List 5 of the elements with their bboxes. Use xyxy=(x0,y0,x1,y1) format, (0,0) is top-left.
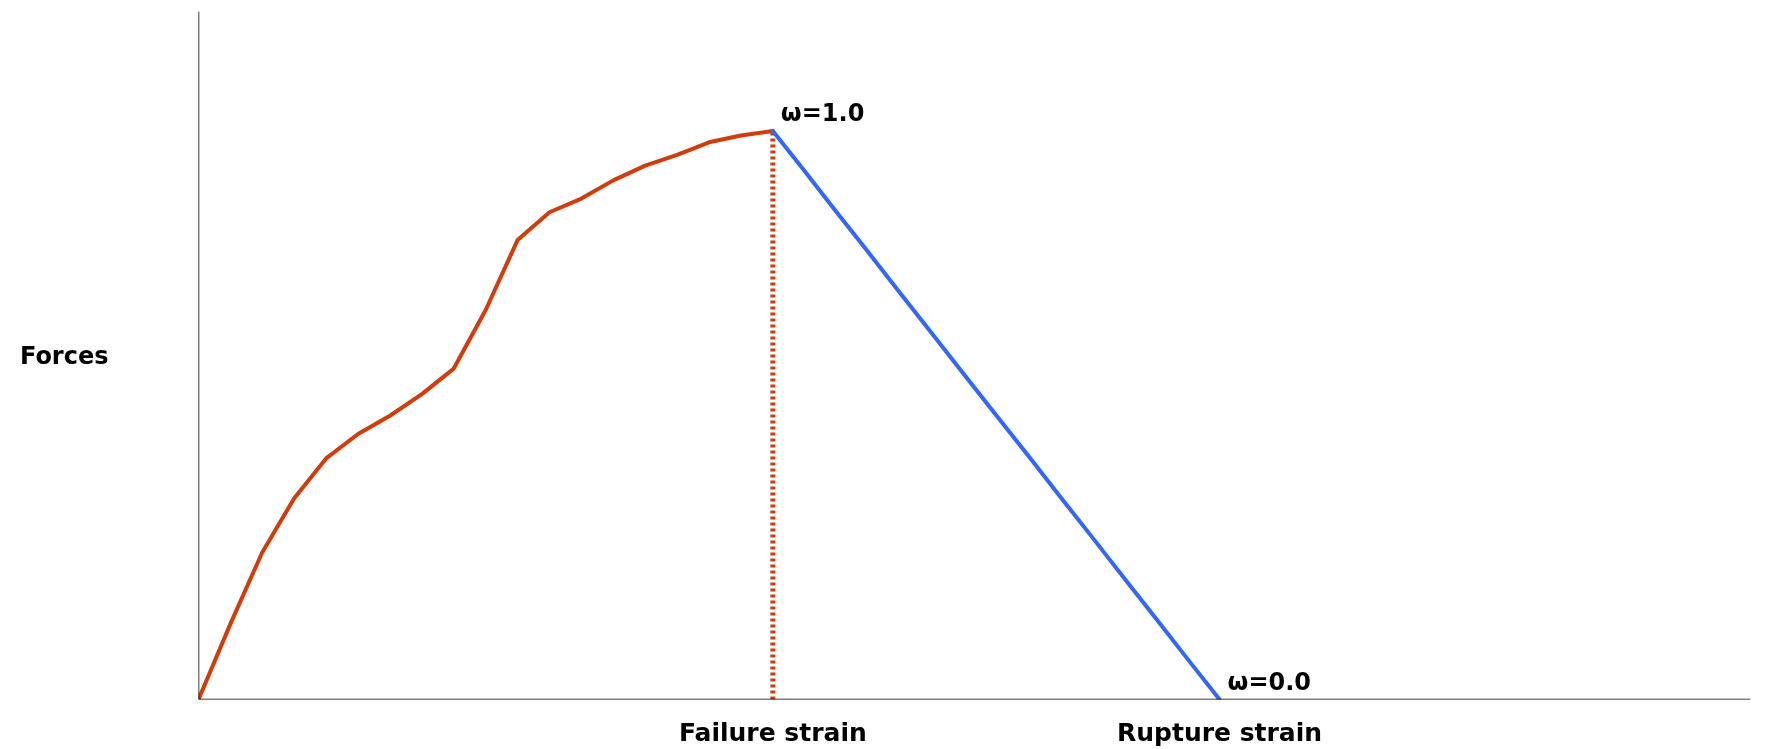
x-tick-label: Failure strain xyxy=(678,717,867,747)
x-tick-label: Rupture strain xyxy=(1117,717,1323,747)
y-axis-title: Forces xyxy=(19,341,109,370)
annotation: ω=0.0 xyxy=(1227,667,1312,696)
annotation: ω=1.0 xyxy=(780,98,865,127)
